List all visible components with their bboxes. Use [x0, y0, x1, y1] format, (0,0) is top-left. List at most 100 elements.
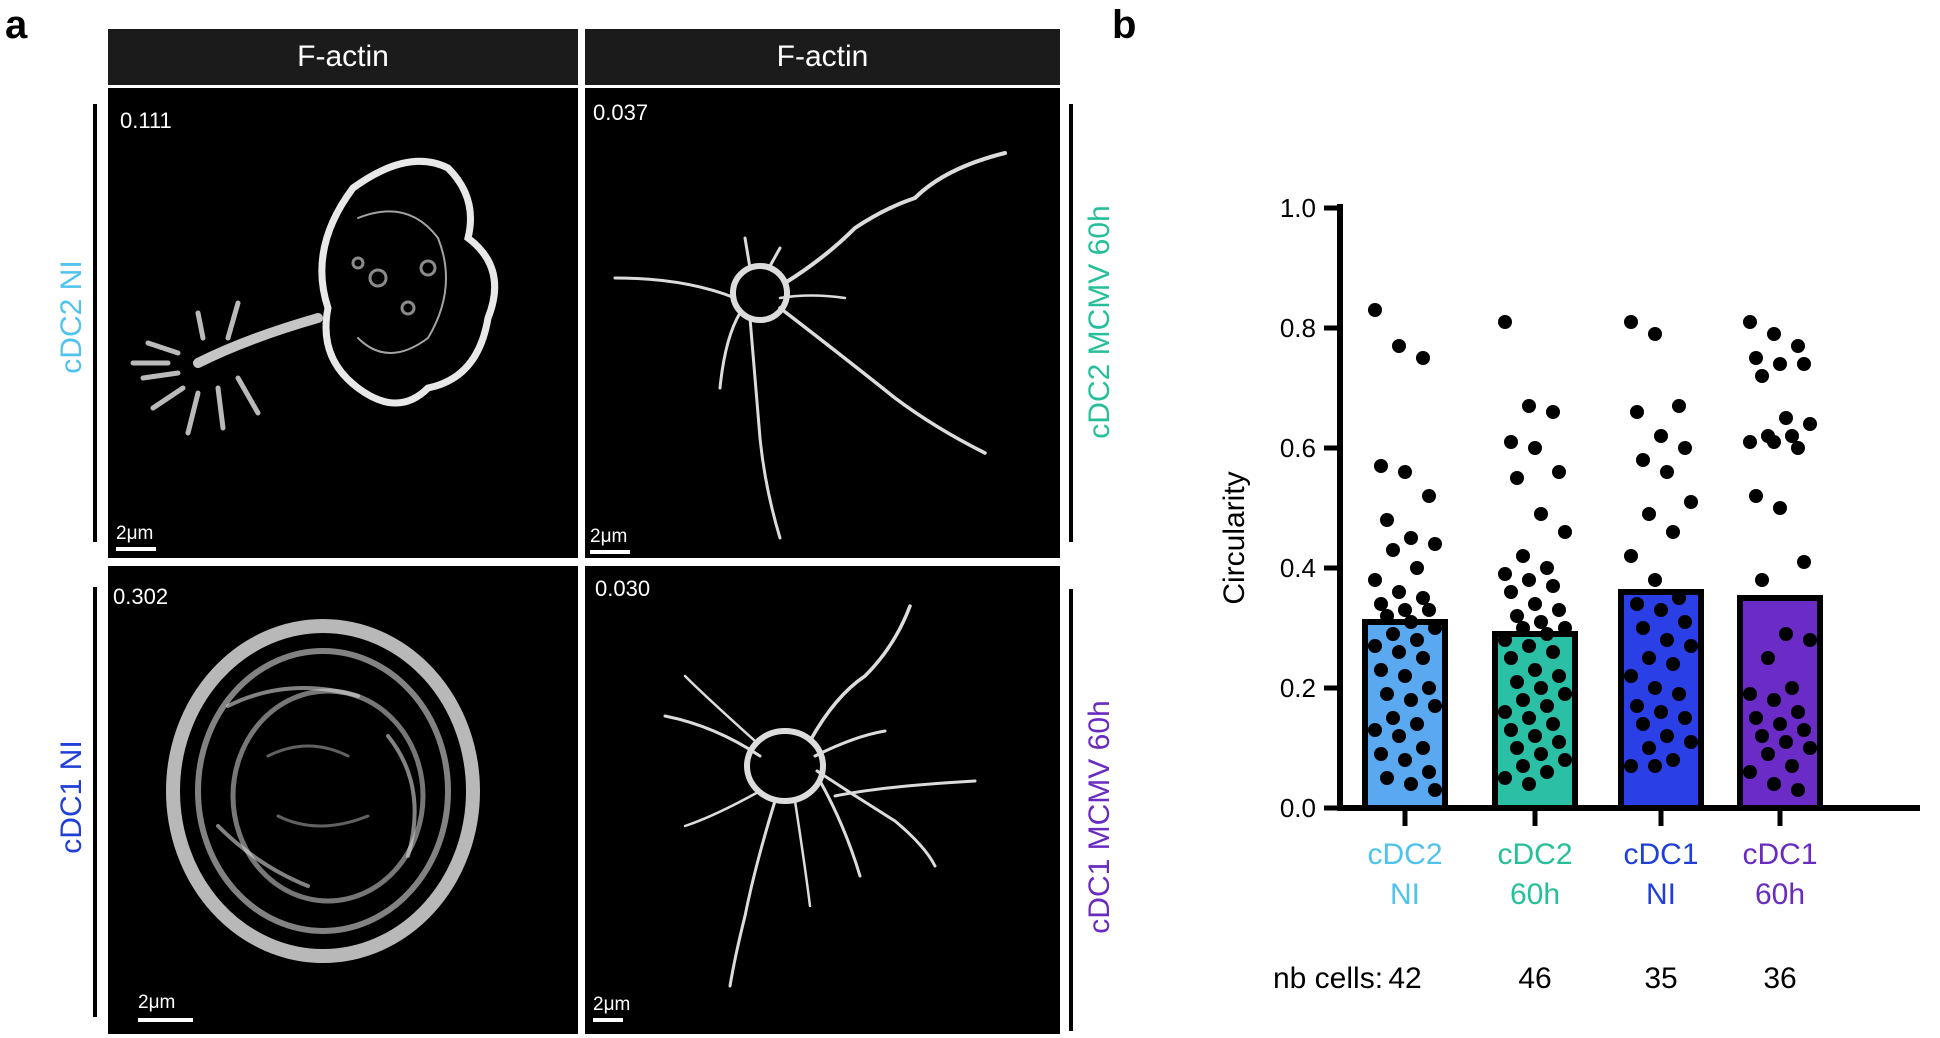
data-point — [1510, 741, 1524, 755]
data-point — [1428, 699, 1442, 713]
right-bottom-bracket — [1069, 589, 1073, 1031]
data-point — [1386, 627, 1400, 641]
x-tick-label: NI — [1646, 878, 1676, 911]
data-point — [1684, 639, 1698, 653]
data-point — [1755, 369, 1769, 383]
data-point — [1546, 579, 1560, 593]
data-point — [1380, 609, 1394, 623]
data-point — [1767, 327, 1781, 341]
data-point — [1540, 699, 1554, 713]
data-point — [1660, 729, 1674, 743]
data-point — [1522, 711, 1536, 725]
data-point — [1773, 717, 1787, 731]
data-point — [1636, 717, 1650, 731]
data-point — [1803, 741, 1817, 755]
data-point — [1624, 669, 1638, 683]
data-point — [1540, 561, 1554, 575]
data-point — [1516, 759, 1530, 773]
micrograph-cdc2-ni: 0.111 2μm — [108, 88, 578, 558]
data-point — [1510, 609, 1524, 623]
data-point — [1749, 711, 1763, 725]
image-value: 0.037 — [593, 100, 649, 125]
image-value: 0.030 — [595, 576, 651, 601]
data-point — [1755, 729, 1769, 743]
data-point — [1654, 429, 1668, 443]
image-value: 0.302 — [113, 584, 169, 609]
data-point — [1428, 783, 1442, 797]
data-point — [1749, 351, 1763, 365]
data-point — [1636, 453, 1650, 467]
data-point — [1498, 315, 1512, 329]
data-point — [1558, 525, 1572, 539]
data-point — [1428, 537, 1442, 551]
data-point — [1672, 399, 1686, 413]
column-header-left: F-actin — [108, 29, 578, 85]
data-point — [1392, 585, 1406, 599]
panel-a-letter: a — [5, 3, 28, 47]
data-point — [1528, 597, 1542, 611]
data-point — [1630, 597, 1644, 611]
data-point — [1767, 777, 1781, 791]
data-point — [1510, 471, 1524, 485]
scale-label: 2μm — [138, 992, 176, 1013]
data-point — [1546, 645, 1560, 659]
data-point — [1504, 723, 1518, 737]
data-point — [1678, 615, 1692, 629]
data-point — [1779, 627, 1793, 641]
data-point — [1398, 603, 1412, 617]
data-point — [1684, 495, 1698, 509]
data-point — [1386, 711, 1400, 725]
data-point — [1791, 783, 1805, 797]
data-point — [1552, 603, 1566, 617]
data-point — [1791, 339, 1805, 353]
data-point — [1398, 465, 1412, 479]
data-point — [1678, 441, 1692, 455]
data-point — [1546, 717, 1560, 731]
data-point — [1416, 591, 1430, 605]
data-point — [1540, 765, 1554, 779]
data-point — [1791, 705, 1805, 719]
data-point — [1666, 657, 1680, 671]
y-tick-label: 0.6 — [1280, 433, 1316, 463]
data-point — [1380, 513, 1394, 527]
data-point — [1522, 573, 1536, 587]
data-point — [1410, 561, 1424, 575]
data-point — [1743, 435, 1757, 449]
data-point — [1392, 339, 1406, 353]
right-top-bracket — [1069, 104, 1073, 542]
data-point — [1404, 777, 1418, 791]
data-point — [1510, 675, 1524, 689]
data-point — [1642, 651, 1656, 665]
left-bottom-bracket — [93, 587, 97, 1017]
data-point — [1422, 681, 1436, 695]
label-cdc2-mcmv-60h: cDC2 MCMV 60h — [1083, 205, 1116, 439]
scale-label: 2μm — [116, 523, 154, 544]
x-tick-label: cDC1 — [1742, 838, 1817, 871]
nb-cells-value: 42 — [1388, 962, 1421, 995]
x-tick-label: cDC2 — [1367, 838, 1442, 871]
scale-bar: 2μm — [590, 526, 630, 554]
x-tick-label: NI — [1390, 878, 1420, 911]
data-point — [1624, 759, 1638, 773]
data-point — [1416, 741, 1430, 755]
data-point — [1558, 621, 1572, 635]
data-point — [1374, 459, 1388, 473]
data-point — [1678, 711, 1692, 725]
y-tick-label: 0.0 — [1280, 793, 1316, 823]
micrograph-cdc1-ni: 0.302 2μm — [108, 566, 578, 1034]
data-point — [1528, 441, 1542, 455]
data-point — [1368, 573, 1382, 587]
data-point — [1779, 411, 1793, 425]
scale-label: 2μm — [593, 994, 631, 1015]
y-tick-label: 1.0 — [1280, 193, 1316, 223]
data-point — [1636, 621, 1650, 635]
x-tick-label: cDC1 — [1623, 838, 1698, 871]
data-point — [1785, 759, 1799, 773]
micrograph-cdc2-mcmv-60h: 0.037 2μm — [585, 88, 1060, 558]
data-point — [1534, 615, 1548, 629]
nb-cells-value: 46 — [1518, 962, 1551, 995]
data-point — [1422, 603, 1436, 617]
data-point — [1374, 663, 1388, 677]
y-tick-label: 0.2 — [1280, 673, 1316, 703]
data-point — [1416, 651, 1430, 665]
